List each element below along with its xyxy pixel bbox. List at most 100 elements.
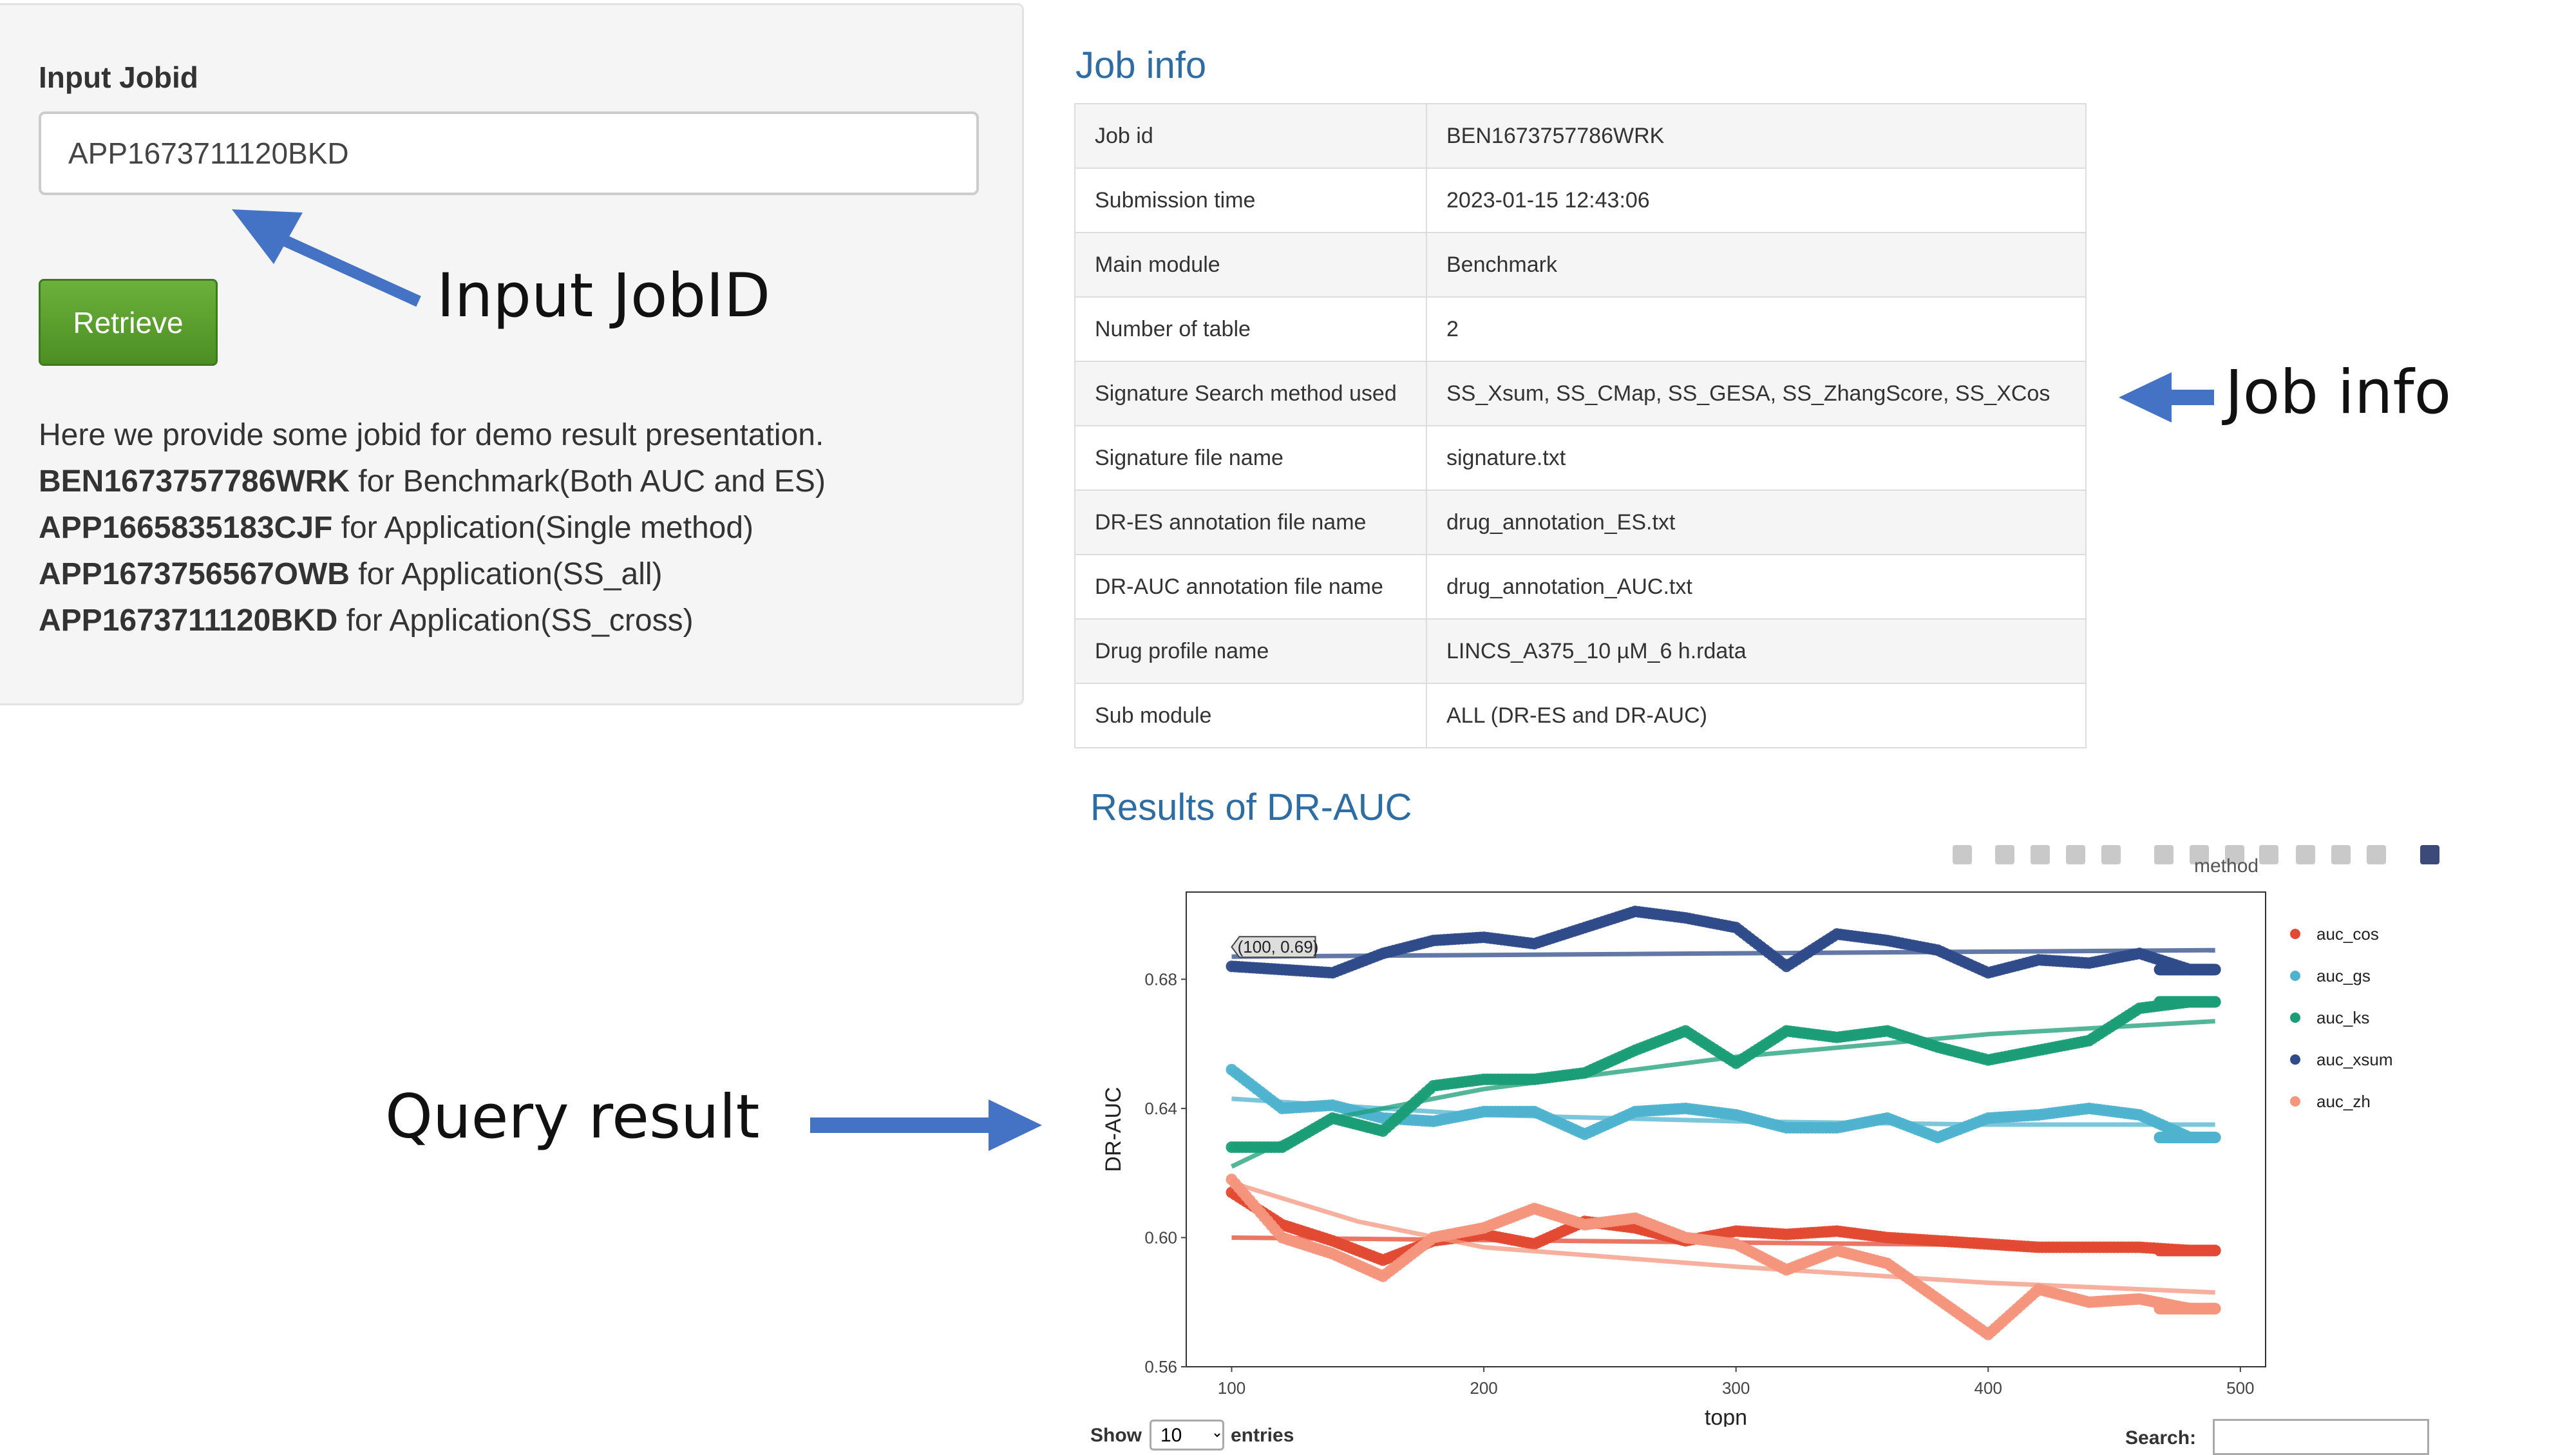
job-info-row: Drug profile name LINCS_A375_10 µM_6 h.rd… xyxy=(1074,618,2087,684)
legend-marker-auc_ks xyxy=(2290,1013,2300,1023)
zoom-out-icon[interactable] xyxy=(2190,845,2209,864)
y-tick-label: 0.56 xyxy=(1144,1357,1177,1376)
search-label: Search: xyxy=(2125,1427,2197,1449)
legend-title: method xyxy=(2194,855,2259,877)
job-info-table: Job id BEN1673757786WRK Submission time 202… xyxy=(1074,103,2087,748)
job-info-value: 2 xyxy=(1426,296,2087,362)
legend-marker-auc_gs xyxy=(2290,971,2300,981)
demo-line: APP1673756567OWB for Application(SS_all) xyxy=(39,551,826,598)
legend-item-auc_xsum: auc_xsum xyxy=(2316,1050,2393,1069)
job-info-key: Sub module xyxy=(1074,683,1427,748)
box-select-icon[interactable] xyxy=(2066,845,2085,864)
x-axis-label: topn xyxy=(1705,1405,1747,1427)
demo-jobid: APP1673711120BKD xyxy=(39,604,338,638)
job-info-value: SS_Xsum, SS_CMap, SS_GESA, SS_ZhangScore… xyxy=(1426,361,2087,426)
job-info-value: BEN1673757786WRK xyxy=(1426,103,2087,169)
series-auc_zh xyxy=(1226,1174,2221,1340)
trend-line-auc_zh xyxy=(1231,1180,2215,1295)
arrow-to-jobinfo-head xyxy=(2119,372,2172,423)
legend-item-auc_cos: auc_cos xyxy=(2316,924,2379,944)
show-label: Show xyxy=(1090,1425,1142,1446)
demo-jobid: APP1673756567OWB xyxy=(39,557,350,591)
hover-tooltip: (100, 0.69) xyxy=(1238,937,1319,956)
job-info-value: 2023-01-15 12:43:06 xyxy=(1426,167,2087,233)
demo-jobid: BEN1673757786WRK xyxy=(39,464,350,499)
job-info-key: Submission time xyxy=(1074,167,1427,233)
demo-line: APP1665835183CJF for Application(Single … xyxy=(39,505,826,551)
trend-line-auc_ks xyxy=(1230,1019,2215,1169)
x-tick-label: 500 xyxy=(2226,1378,2254,1398)
x-tick-label: 400 xyxy=(1975,1378,2002,1398)
spike-icon[interactable] xyxy=(2296,845,2315,864)
job-info-key: DR-ES annotation file name xyxy=(1074,490,1427,555)
job-info-value: drug_annotation_AUC.txt xyxy=(1426,554,2087,620)
demo-desc: for Application(Single method) xyxy=(332,511,754,545)
lasso-icon[interactable] xyxy=(2101,845,2121,864)
autoscale-icon[interactable] xyxy=(2225,845,2244,864)
arrow-to-chart xyxy=(810,1117,997,1133)
hover-closest-icon[interactable] xyxy=(2331,845,2351,864)
results-title: Results of DR-AUC xyxy=(1090,786,1412,828)
hover-tooltip-box xyxy=(1231,936,1316,958)
job-info-key: Main module xyxy=(1074,232,1427,298)
plotly-logo-icon[interactable] xyxy=(2420,845,2439,864)
job-info-value: Benchmark xyxy=(1426,232,2087,298)
y-tick-label: 0.60 xyxy=(1144,1228,1177,1247)
arrow-to-jobinfo xyxy=(2164,390,2214,405)
job-info-value: drug_annotation_ES.txt xyxy=(1426,490,2087,555)
job-info-key: Drug profile name xyxy=(1074,618,1427,684)
job-input-panel: Input Jobid Retrieve Here we provide som… xyxy=(0,3,1024,705)
demo-line: BEN1673757786WRK for Benchmark(Both AUC … xyxy=(39,459,826,505)
job-info-row: Submission time 2023-01-15 12:43:06 xyxy=(1074,167,2087,233)
entries-select[interactable]: 10 xyxy=(1150,1420,1224,1450)
series-auc_ks xyxy=(1226,996,2221,1169)
search-input[interactable] xyxy=(2213,1419,2429,1455)
job-info-key: Job id xyxy=(1074,103,1427,169)
home-icon[interactable] xyxy=(2259,845,2278,864)
annotation-query-result: Query result xyxy=(385,1082,760,1152)
y-tick-label: 0.64 xyxy=(1144,1099,1177,1118)
demo-desc: for Benchmark(Both AUC and ES) xyxy=(349,464,826,499)
legend-marker-auc_zh xyxy=(2290,1096,2300,1107)
demo-jobid: APP1665835183CJF xyxy=(39,511,333,545)
job-info-row: Sub module ALL (DR-ES and DR-AUC) xyxy=(1074,683,2087,748)
job-info-row: DR-AUC annotation file name drug_annotati… xyxy=(1074,554,2087,620)
legend-item-auc_ks: auc_ks xyxy=(2316,1008,2369,1027)
hover-compare-icon[interactable] xyxy=(2367,845,2386,864)
entries-label: entries xyxy=(1231,1425,1294,1446)
jobid-label: Input Jobid xyxy=(39,61,198,94)
job-info-value: LINCS_A375_10 µM_6 h.rdata xyxy=(1426,618,2087,684)
job-info-key: DR-AUC annotation file name xyxy=(1074,554,1427,620)
retrieve-button[interactable]: Retrieve xyxy=(39,279,218,366)
demo-line: APP1673711120BKD for Application(SS_cros… xyxy=(39,598,826,644)
job-info-value: ALL (DR-ES and DR-AUC) xyxy=(1426,683,2087,748)
job-info-row: Job id BEN1673757786WRK xyxy=(1074,103,2087,169)
demo-desc: for Application(SS_all) xyxy=(349,557,663,591)
job-info-key: Signature Search method used xyxy=(1074,361,1427,426)
demo-intro: Here we provide some jobid for demo resu… xyxy=(39,418,824,452)
x-tick-label: 100 xyxy=(1218,1378,1245,1398)
pan-icon[interactable] xyxy=(2031,845,2050,864)
zoom-in-icon[interactable] xyxy=(2154,845,2174,864)
annotation-input-jobid: Input JobID xyxy=(437,261,771,331)
job-info-row: Signature file name signature.txt xyxy=(1074,425,2087,491)
y-axis-label: DR-AUC xyxy=(1101,1087,1126,1172)
job-info-row: Signature Search method used SS_Xsum, SS_… xyxy=(1074,361,2087,426)
demo-desc: for Application(SS_cross) xyxy=(337,604,694,638)
zoom-icon[interactable] xyxy=(1995,845,2014,864)
jobid-input[interactable] xyxy=(39,111,979,195)
arrow-to-chart-head xyxy=(989,1099,1042,1151)
legend-marker-auc_cos xyxy=(2290,929,2300,939)
job-info-key: Number of table xyxy=(1074,296,1427,362)
demo-jobid-list: Here we provide some jobid for demo resu… xyxy=(39,412,826,644)
dr-auc-chart: 0.56 0.60 0.64 0.68 100 200 300 400 500 topn DR-AU… xyxy=(1101,845,2439,1427)
y-tick-label: 0.68 xyxy=(1144,969,1177,989)
camera-icon[interactable] xyxy=(1953,845,1972,864)
x-tick-label: 200 xyxy=(1470,1378,1497,1398)
job-info-row: Number of table 2 xyxy=(1074,296,2087,362)
legend-item-auc_gs: auc_gs xyxy=(2316,966,2371,985)
job-info-title: Job info xyxy=(1075,44,1207,86)
job-info-row: Main module Benchmark xyxy=(1074,232,2087,298)
annotation-job-info: Job info xyxy=(2225,357,2452,428)
series-auc_xsum xyxy=(1226,906,2221,979)
